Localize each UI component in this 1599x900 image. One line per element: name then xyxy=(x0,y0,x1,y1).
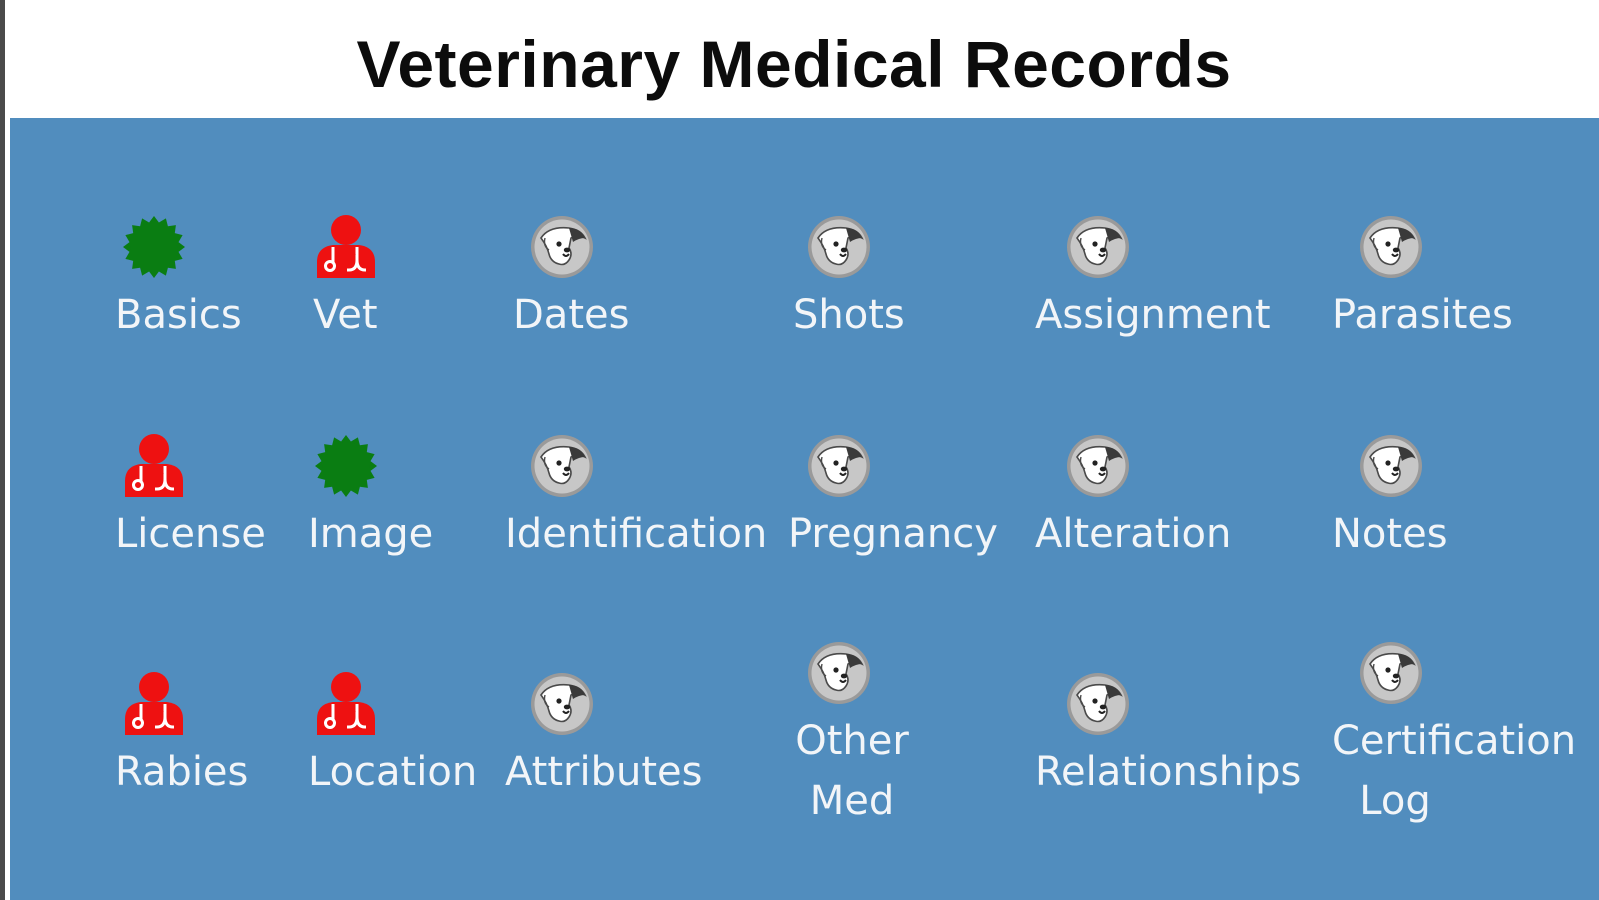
green-seal-icon xyxy=(123,216,185,278)
tile-label: Basics xyxy=(115,292,242,338)
tile-label: Location xyxy=(308,749,478,795)
tile-label: Other Med xyxy=(795,718,909,824)
tile-shots[interactable]: Shots xyxy=(788,214,938,354)
dog-face-icon xyxy=(1360,435,1422,497)
tile-label: Shots xyxy=(793,292,905,338)
tile-location[interactable]: Location xyxy=(308,671,498,811)
records-panel: Basics Vet Dates Shots Assignment Parasi… xyxy=(10,118,1599,900)
dog-face-icon xyxy=(1360,642,1422,704)
dog-face-icon xyxy=(1067,435,1129,497)
red-doctor-icon xyxy=(125,672,183,735)
tile-label: Certification Log xyxy=(1332,718,1577,824)
tile-license[interactable]: License xyxy=(115,433,295,573)
tile-label: Relationships xyxy=(1035,749,1302,795)
tile-rabies[interactable]: Rabies xyxy=(115,671,275,811)
tile-label: Rabies xyxy=(115,749,249,795)
tile-label: Assignment xyxy=(1035,292,1271,338)
page-title: Veterinary Medical Records xyxy=(356,27,1232,101)
green-seal-icon xyxy=(315,435,377,497)
tile-label: License xyxy=(115,511,266,557)
dog-face-icon xyxy=(531,435,593,497)
tile-label: Pregnancy xyxy=(788,511,998,557)
red-doctor-icon xyxy=(317,672,375,735)
tile-basics[interactable]: Basics xyxy=(115,214,265,354)
dog-face-icon xyxy=(808,216,870,278)
dog-face-icon xyxy=(808,642,870,704)
tile-label: Attributes xyxy=(505,749,703,795)
tile-pregnancy[interactable]: Pregnancy xyxy=(788,433,1028,573)
dog-face-icon xyxy=(808,435,870,497)
tile-dates[interactable]: Dates xyxy=(505,214,655,354)
tile-vet[interactable]: Vet xyxy=(308,214,428,354)
tile-image[interactable]: Image xyxy=(308,433,458,573)
tile-label: Dates xyxy=(513,292,630,338)
tile-identification[interactable]: Identification xyxy=(505,433,785,573)
tile-label: Notes xyxy=(1332,511,1448,557)
dog-face-icon xyxy=(531,216,593,278)
tile-label: Identification xyxy=(505,511,768,557)
dog-face-icon xyxy=(1067,673,1129,735)
tile-label: Image xyxy=(308,511,434,557)
dog-face-icon xyxy=(1360,216,1422,278)
tile-relationships[interactable]: Relationships xyxy=(1035,671,1325,811)
red-doctor-icon xyxy=(125,434,183,497)
tile-label: Alteration xyxy=(1035,511,1232,557)
tile-label: Parasites xyxy=(1332,292,1513,338)
red-doctor-icon xyxy=(317,215,375,278)
tile-attributes[interactable]: Attributes xyxy=(505,671,735,811)
tile-other-med[interactable]: Other Med xyxy=(788,640,938,830)
tile-parasites[interactable]: Parasites xyxy=(1332,214,1552,354)
tile-notes[interactable]: Notes xyxy=(1332,433,1482,573)
dog-face-icon xyxy=(1067,216,1129,278)
tile-label: Vet xyxy=(313,292,378,338)
dog-face-icon xyxy=(531,673,593,735)
tile-alteration[interactable]: Alteration xyxy=(1035,433,1265,573)
header: Veterinary Medical Records xyxy=(10,0,1599,118)
tile-assignment[interactable]: Assignment xyxy=(1035,214,1305,354)
tile-certification-log[interactable]: Certification Log xyxy=(1332,640,1599,830)
